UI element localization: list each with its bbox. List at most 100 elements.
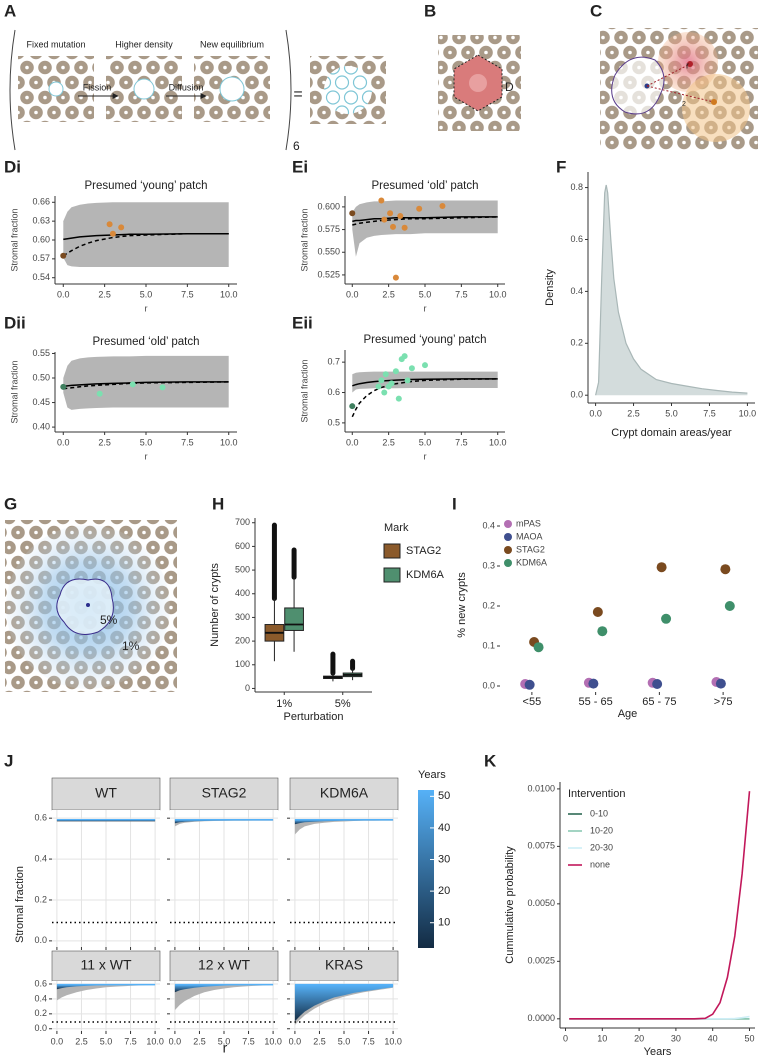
x-tick-label: 40: [708, 1033, 718, 1043]
y-tick-label: 0.4: [482, 520, 495, 530]
y-tick-label: 0.1: [482, 640, 495, 650]
y-tick-label: 0.4: [34, 853, 47, 863]
years-area: [294, 819, 394, 825]
data-point: [404, 377, 411, 384]
y-tick-label: 0.0: [34, 1023, 47, 1033]
domain-label: D: [505, 80, 514, 94]
data-point: [381, 216, 388, 223]
data-point: [439, 202, 446, 209]
arrow-label: Fission: [83, 82, 112, 92]
y-axis-label: Density: [544, 269, 556, 306]
panel-label: C: [590, 1, 602, 20]
panel-g: G 5% 1%: [4, 494, 177, 692]
x-tick-label: 2.5: [382, 289, 395, 299]
y-tick-label: 0.5: [327, 417, 340, 427]
panel-label: K: [484, 751, 497, 770]
range-area: [174, 984, 274, 1011]
y-axis-label: Cummulative probability: [504, 846, 516, 964]
origin-point: [60, 252, 67, 259]
panel-a: A Fixed mutation Higher density New equi…: [4, 1, 386, 153]
data-point: [390, 223, 396, 230]
y-tick-label: 300: [235, 612, 250, 622]
data-point: [395, 395, 402, 402]
data-point: [408, 365, 415, 372]
data-point: [416, 205, 423, 212]
panel-label: Eii: [292, 313, 313, 332]
legend-title: Years: [418, 769, 446, 781]
years-area: [294, 984, 394, 1022]
y-tick-label: 0.66: [32, 197, 50, 207]
y-axis-label: Number of crypts: [209, 563, 221, 647]
x-tick-label: 55 - 65: [579, 696, 613, 708]
x-tick-label: 5.0: [665, 408, 678, 418]
legend-label: KDM6A: [406, 569, 445, 581]
x-tick-label: 10.0: [264, 1036, 282, 1046]
facet-label: WT: [95, 785, 117, 801]
mutant-patch: [324, 66, 372, 114]
x-tick-label: 7.5: [181, 437, 194, 447]
zone-label: 5%: [100, 613, 118, 627]
x-tick-label: 5%: [335, 698, 351, 710]
data-point: [720, 564, 731, 575]
y-tick-label: 500: [235, 564, 250, 574]
y-tick-label: 0.54: [32, 272, 50, 282]
x-tick-label: 10.0: [489, 289, 507, 299]
x-tick-label: 10.0: [739, 408, 757, 418]
legend-key: [504, 559, 512, 567]
panel-label: Ei: [292, 157, 308, 176]
patch-outline: [56, 578, 114, 635]
bracket: [9, 29, 16, 151]
x-tick-label: 5.0: [419, 289, 432, 299]
chart-title: Presumed ‘old’ patch: [372, 180, 479, 192]
x-tick-label: 0.0: [57, 437, 70, 447]
data-point: [388, 380, 395, 387]
y-axis-label: Stromal fraction: [9, 360, 19, 423]
data-point: [401, 353, 408, 360]
y-tick-label: 0.6: [327, 387, 340, 397]
years-area: [174, 819, 274, 824]
legend-label: mPAS: [516, 518, 541, 528]
bracket: [285, 29, 292, 151]
years-area: [56, 984, 156, 990]
colorbar-label: 10: [438, 917, 450, 929]
data-point: [118, 224, 125, 231]
x-tick-label: 20: [634, 1033, 644, 1043]
step-label: Fixed mutation: [26, 39, 85, 49]
y-tick-label: 400: [235, 588, 250, 598]
density-area: [595, 185, 748, 396]
x-tick-label: 7.5: [703, 408, 716, 418]
range-area: [174, 819, 274, 827]
y-tick-label: 0.0: [482, 680, 495, 690]
facet-label: 12 x WT: [198, 957, 251, 973]
x-tick-label: 7.5: [455, 437, 468, 447]
legend-label: 10-20: [590, 825, 613, 835]
mutant-crypt: [48, 81, 64, 97]
y-axis-label: Stromal fraction: [299, 208, 309, 271]
y-axis-label: Stromal fraction: [299, 359, 309, 422]
y-tick-label: 0.60: [32, 234, 50, 244]
y-tick-label: 0.600: [317, 201, 340, 211]
panel-label: H: [212, 494, 224, 513]
x-axis-label: r: [424, 451, 427, 461]
x-tick-label: 7.5: [242, 1036, 255, 1046]
x-axis-label: r: [223, 1040, 228, 1056]
x-tick-label: 65 - 75: [642, 696, 676, 708]
y-tick-label: 0.57: [32, 253, 50, 263]
facet-strip: [169, 777, 279, 811]
panel-c: C r 2: [590, 1, 758, 150]
x-axis-label: r: [424, 303, 427, 313]
chart-title: Presumed ‘young’ patch: [364, 334, 487, 346]
facet-label: STAG2: [202, 785, 247, 801]
y-tick-label: 200: [235, 635, 250, 645]
y-tick-label: 0.0025: [527, 956, 555, 966]
y-tick-label: 0.4: [34, 993, 47, 1003]
x-tick-label: 7.5: [181, 289, 194, 299]
data-point: [381, 389, 388, 396]
x-tick-label: 2.5: [313, 1036, 326, 1046]
mean-line: [63, 381, 229, 388]
x-tick-label: 0.0: [57, 289, 70, 299]
panel-label: A: [4, 1, 16, 20]
neighbourhood: [682, 74, 750, 142]
data-point: [129, 381, 136, 388]
